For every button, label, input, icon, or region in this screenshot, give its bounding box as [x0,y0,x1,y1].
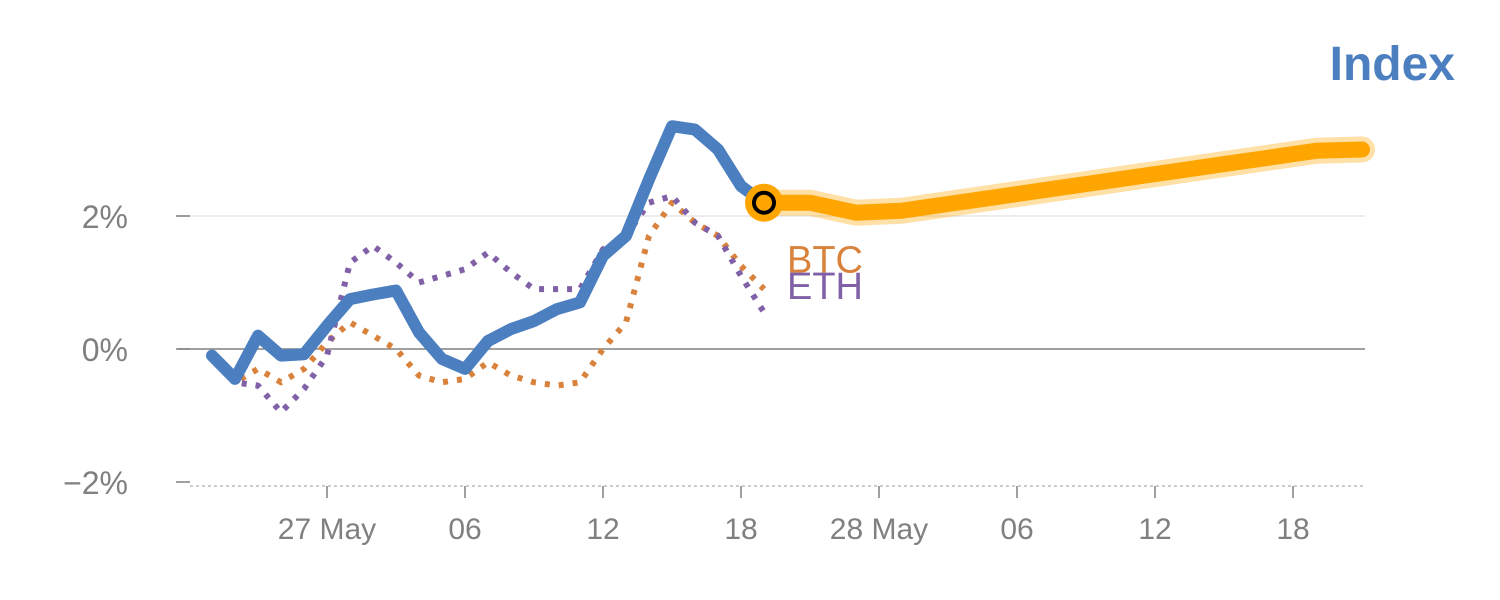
series-layer [206,120,1375,416]
y-tick-label: 2% [82,199,128,235]
series-line-btc [209,199,767,389]
chart-title: Index [1330,38,1456,91]
series-label-btc: BTC [787,240,863,282]
projection-line [756,141,1370,221]
y-tick-label: 0% [82,332,128,368]
grid-layer [178,215,1365,487]
series-line-eth [209,193,767,416]
series-line-index [206,120,770,385]
current-point-marker-ring [745,183,783,222]
x-tick-label: 18 [1276,513,1309,546]
x-tick-label: 06 [1000,513,1033,546]
x-tick-label: 28 May [830,513,928,546]
axis-layer: −2% 0% 2% 27 May 06 12 18 28 May 06 12 18 [63,199,1310,546]
series-label-eth: ETH [787,266,863,308]
y-tick-label: −2% [63,465,128,501]
x-tick-label: 27 May [278,513,376,546]
x-tick-label: 06 [448,513,481,546]
x-tick-label: 12 [1138,513,1171,546]
x-tick-label: 18 [724,513,757,546]
current-point-marker [752,190,776,215]
x-tick-label: 12 [586,513,619,546]
